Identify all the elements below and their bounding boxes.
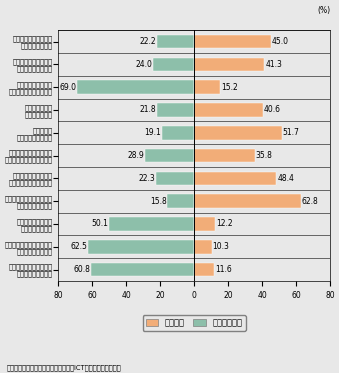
Text: 15.2: 15.2: [221, 83, 238, 92]
Bar: [194, 149, 255, 162]
Bar: [162, 126, 194, 140]
Bar: [194, 263, 214, 276]
Text: 28.9: 28.9: [127, 151, 144, 160]
Text: 40.6: 40.6: [264, 106, 281, 115]
Text: 35.8: 35.8: [256, 151, 273, 160]
Legend: そう思う, そう思わない: そう思う, そう思わない: [143, 315, 246, 331]
Text: 15.8: 15.8: [150, 197, 166, 206]
Text: 60.8: 60.8: [73, 265, 90, 274]
Bar: [157, 103, 194, 117]
Text: 51.7: 51.7: [283, 128, 300, 137]
Bar: [154, 57, 194, 71]
Text: 50.1: 50.1: [92, 219, 108, 228]
Text: 22.2: 22.2: [139, 37, 156, 46]
Bar: [194, 217, 215, 231]
Bar: [109, 217, 194, 231]
Bar: [145, 149, 194, 162]
Bar: [194, 240, 212, 254]
Bar: [157, 35, 194, 48]
Text: 24.0: 24.0: [136, 60, 153, 69]
Bar: [194, 80, 220, 94]
Text: 62.8: 62.8: [302, 197, 318, 206]
Text: 12.2: 12.2: [216, 219, 233, 228]
Bar: [194, 194, 301, 208]
Bar: [194, 57, 264, 71]
Bar: [88, 240, 194, 254]
Bar: [167, 194, 194, 208]
Bar: [91, 263, 194, 276]
Text: 48.4: 48.4: [277, 174, 294, 183]
Bar: [194, 35, 271, 48]
Text: 69.0: 69.0: [59, 83, 76, 92]
Bar: [194, 103, 263, 117]
Text: (%): (%): [317, 6, 330, 15]
Bar: [194, 126, 282, 140]
Bar: [156, 172, 194, 185]
Text: 22.3: 22.3: [139, 174, 156, 183]
Text: （出典）「我が国の社会生活におけるICT利用に関する調査」: （出典）「我が国の社会生活におけるICT利用に関する調査」: [7, 364, 121, 371]
Text: 45.0: 45.0: [272, 37, 288, 46]
Text: 21.8: 21.8: [140, 106, 156, 115]
Text: 19.1: 19.1: [144, 128, 161, 137]
Bar: [77, 80, 194, 94]
Text: 62.5: 62.5: [71, 242, 87, 251]
Text: 11.6: 11.6: [215, 265, 232, 274]
Text: 41.3: 41.3: [265, 60, 282, 69]
Bar: [194, 172, 276, 185]
Text: 10.3: 10.3: [213, 242, 230, 251]
